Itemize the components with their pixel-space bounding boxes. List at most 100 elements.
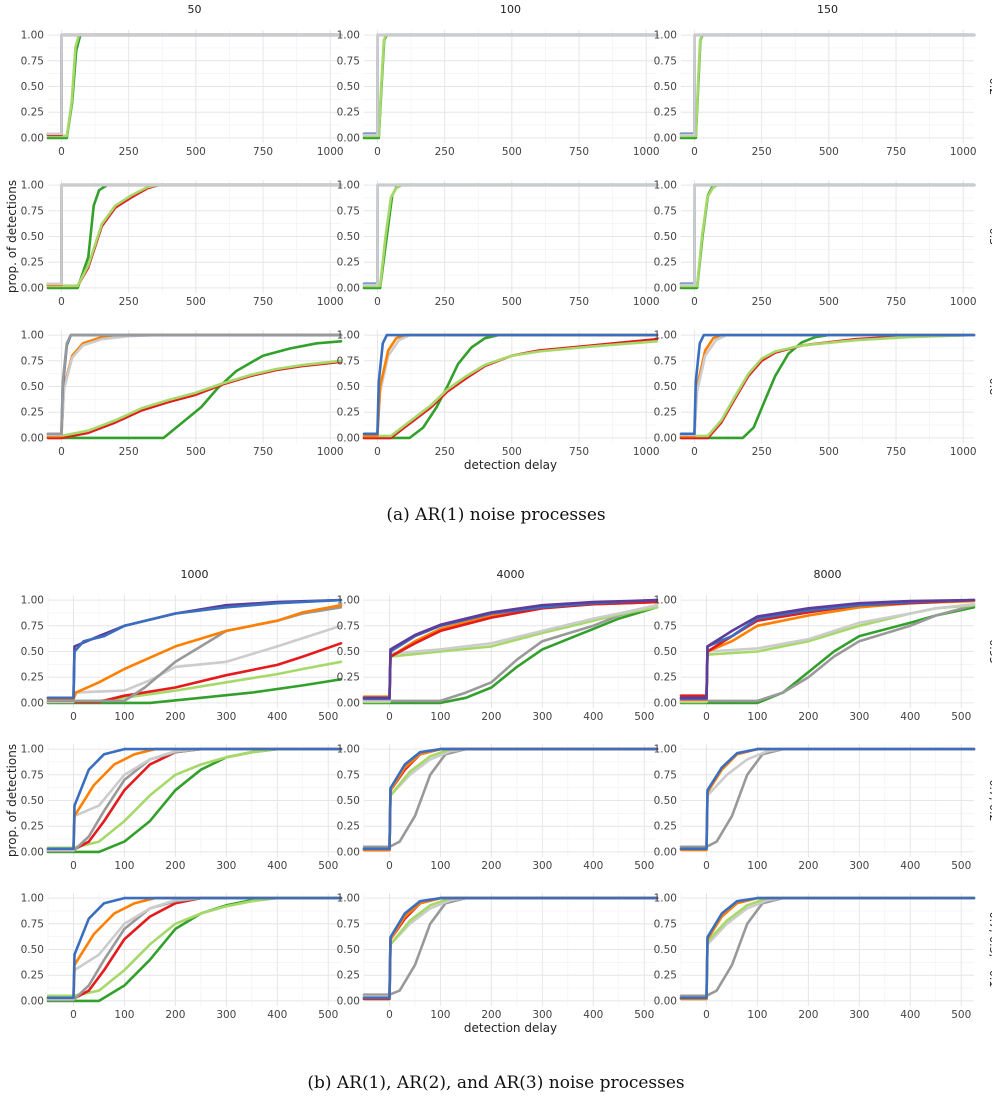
panel: 0.00 0.25 0.50 0.75 1.00 0 100 200 300 400 500	[654, 744, 976, 872]
x-tick-label: 400	[900, 1009, 920, 1021]
x-tick-label: 200	[798, 711, 818, 723]
panel: 0.00 0.25 0.50 0.75 1.00 0 100 200 300 400 500	[654, 595, 976, 723]
y-tick-label: 0.00	[21, 697, 44, 709]
y-tick-label: 1.00	[337, 744, 360, 756]
series-line	[362, 183, 659, 288]
x-tick-label: 500	[634, 860, 654, 872]
y-tick-label: 0.25	[654, 407, 677, 419]
x-tick-label: 500	[951, 711, 971, 723]
series-line	[679, 747, 976, 851]
x-tick-label: 100	[430, 711, 450, 723]
x-tick-label: 0	[386, 860, 393, 872]
y-tick-label: 0.25	[21, 257, 44, 269]
panel: 0.00 0.25 0.50 0.75 1.00 0 100 200 300 400 500	[654, 893, 976, 1021]
y-tick-label: 0.50	[21, 381, 44, 393]
x-tick-label: 1000	[317, 446, 344, 458]
x-tick-label: 100	[114, 860, 134, 872]
series-line	[46, 747, 343, 852]
panel: 0.00 0.25 0.50 0.75 1.00 0 250 500 750 1000	[21, 330, 344, 458]
y-tick-label: 0.75	[337, 205, 360, 217]
series-line	[362, 33, 659, 137]
x-tick-label: 300	[216, 860, 236, 872]
x-tick-label: 500	[318, 1009, 338, 1021]
x-axis-title: detection delay	[464, 1021, 557, 1035]
series-line	[362, 33, 659, 136]
y-tick-label: 1.00	[21, 744, 44, 756]
x-tick-label: 500	[502, 446, 522, 458]
series-line	[46, 747, 343, 851]
y-tick-label: 0.50	[654, 231, 677, 243]
x-tick-label: 250	[435, 446, 455, 458]
y-tick-label: 1.00	[654, 30, 677, 42]
x-tick-label: 400	[583, 711, 603, 723]
y-tick-label: 0.25	[21, 970, 44, 982]
x-tick-label: 400	[267, 860, 287, 872]
series-line	[679, 183, 976, 288]
y-tick-label: 0.00	[21, 995, 44, 1007]
x-tick-label: 0	[70, 860, 77, 872]
y-tick-label: 0.75	[654, 55, 677, 67]
x-tick-label: 300	[216, 711, 236, 723]
y-tick-label: 0.50	[654, 646, 677, 658]
y-tick-label: 0.75	[21, 620, 44, 632]
x-axis-title: detection delay	[464, 458, 557, 472]
panel: 0.00 0.25 0.50 0.75 1.00 0 100 200 300 400 500	[337, 744, 659, 872]
x-tick-label: 250	[119, 446, 139, 458]
y-tick-label: 0.00	[654, 697, 677, 709]
series-line	[362, 340, 659, 438]
y-tick-label: 1.00	[654, 180, 677, 192]
x-tick-label: 500	[186, 146, 206, 158]
y-tick-label: 0.00	[654, 132, 677, 144]
x-tick-label: 500	[819, 296, 839, 308]
x-tick-label: 100	[114, 1009, 134, 1021]
y-tick-label: 0.25	[337, 407, 360, 419]
series-line	[46, 624, 343, 704]
x-tick-label: 0	[386, 711, 393, 723]
x-tick-label: 100	[747, 711, 767, 723]
facet-row-label: 0.5	[987, 228, 992, 246]
facet-row-label: 0.7, 0.2	[987, 780, 992, 822]
x-tick-label: 500	[186, 446, 206, 458]
x-tick-label: 0	[374, 446, 381, 458]
x-tick-label: 300	[849, 711, 869, 723]
y-tick-label: 0.75	[654, 355, 677, 367]
y-tick-label: 1.00	[21, 330, 44, 342]
y-tick-label: 0.50	[337, 231, 360, 243]
y-tick-label: 0.75	[21, 769, 44, 781]
x-tick-label: 250	[752, 446, 772, 458]
x-tick-label: 750	[253, 446, 273, 458]
x-tick-label: 500	[502, 296, 522, 308]
x-tick-label: 500	[502, 146, 522, 158]
y-tick-label: 1.00	[337, 595, 360, 607]
series-line	[46, 33, 343, 136]
x-tick-label: 750	[886, 296, 906, 308]
y-tick-label: 0.75	[337, 620, 360, 632]
x-tick-label: 0	[703, 1009, 710, 1021]
x-tick-label: 300	[532, 711, 552, 723]
y-tick-label: 0.00	[337, 282, 360, 294]
x-tick-label: 200	[481, 1009, 501, 1021]
x-tick-label: 200	[165, 860, 185, 872]
x-tick-label: 300	[849, 1009, 869, 1021]
x-tick-label: 500	[318, 860, 338, 872]
series-line	[679, 33, 976, 137]
series-line	[362, 33, 659, 138]
series-line	[679, 896, 976, 1001]
x-tick-label: 300	[532, 860, 552, 872]
y-tick-label: 0.50	[654, 81, 677, 93]
panel: 0.00 0.25 0.50 0.75 1.00 0 100 200 300 400 500	[21, 595, 343, 723]
y-axis-title: prop. of detections	[5, 744, 19, 857]
y-tick-label: 0.00	[654, 846, 677, 858]
y-tick-label: 1.00	[654, 893, 677, 905]
y-tick-label: 1.00	[337, 180, 360, 192]
series-line	[46, 359, 343, 438]
series-line	[46, 33, 343, 136]
x-tick-label: 200	[481, 711, 501, 723]
y-tick-label: 1.00	[21, 30, 44, 42]
y-tick-label: 0.75	[21, 355, 44, 367]
y-tick-label: 0.25	[337, 672, 360, 684]
x-tick-label: 100	[114, 711, 134, 723]
x-tick-label: 500	[634, 1009, 654, 1021]
y-tick-label: 1.00	[21, 893, 44, 905]
